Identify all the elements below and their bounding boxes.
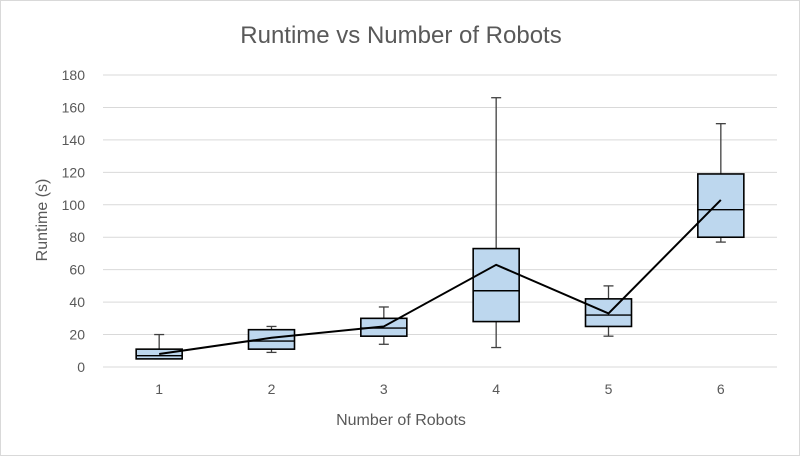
box-plots (135, 97, 745, 360)
x-tick-label: 1 (155, 381, 163, 397)
gridlines (103, 74, 777, 368)
y-tick-label: 60 (69, 262, 85, 278)
box-plot-2 (247, 325, 296, 354)
y-tick-label: 180 (62, 67, 86, 83)
x-tick-label: 4 (492, 381, 500, 397)
x-tick-labels: 1 2 3 4 5 6 (155, 381, 725, 397)
box-plot-5 (584, 285, 633, 337)
iqr-box (697, 173, 745, 239)
iqr-box (247, 328, 296, 350)
y-tick-labels: 0 20 40 60 80 100 120 140 160 180 (62, 67, 86, 375)
x-tick-label: 3 (380, 381, 388, 397)
box-plot-1 (135, 333, 183, 360)
y-tick-label: 40 (69, 294, 85, 310)
mean-line (159, 199, 722, 356)
y-tick-label: 0 (77, 359, 85, 375)
y-tick-label: 160 (62, 99, 86, 115)
y-axis-title: Runtime (s) (34, 179, 51, 262)
y-tick-label: 140 (62, 132, 86, 148)
y-tick-label: 20 (69, 327, 85, 343)
y-tick-label: 120 (62, 164, 86, 180)
box-plot-6 (697, 123, 745, 243)
box-plot-4 (472, 97, 520, 349)
x-axis-title: Number of Robots (336, 412, 466, 429)
y-tick-label: 80 (69, 229, 85, 245)
x-tick-label: 5 (605, 381, 613, 397)
x-tick-label: 2 (268, 381, 276, 397)
iqr-box (472, 247, 520, 323)
x-tick-label: 6 (717, 381, 725, 397)
chart-title: Runtime vs Number of Robots (240, 22, 561, 49)
y-tick-label: 100 (62, 197, 86, 213)
